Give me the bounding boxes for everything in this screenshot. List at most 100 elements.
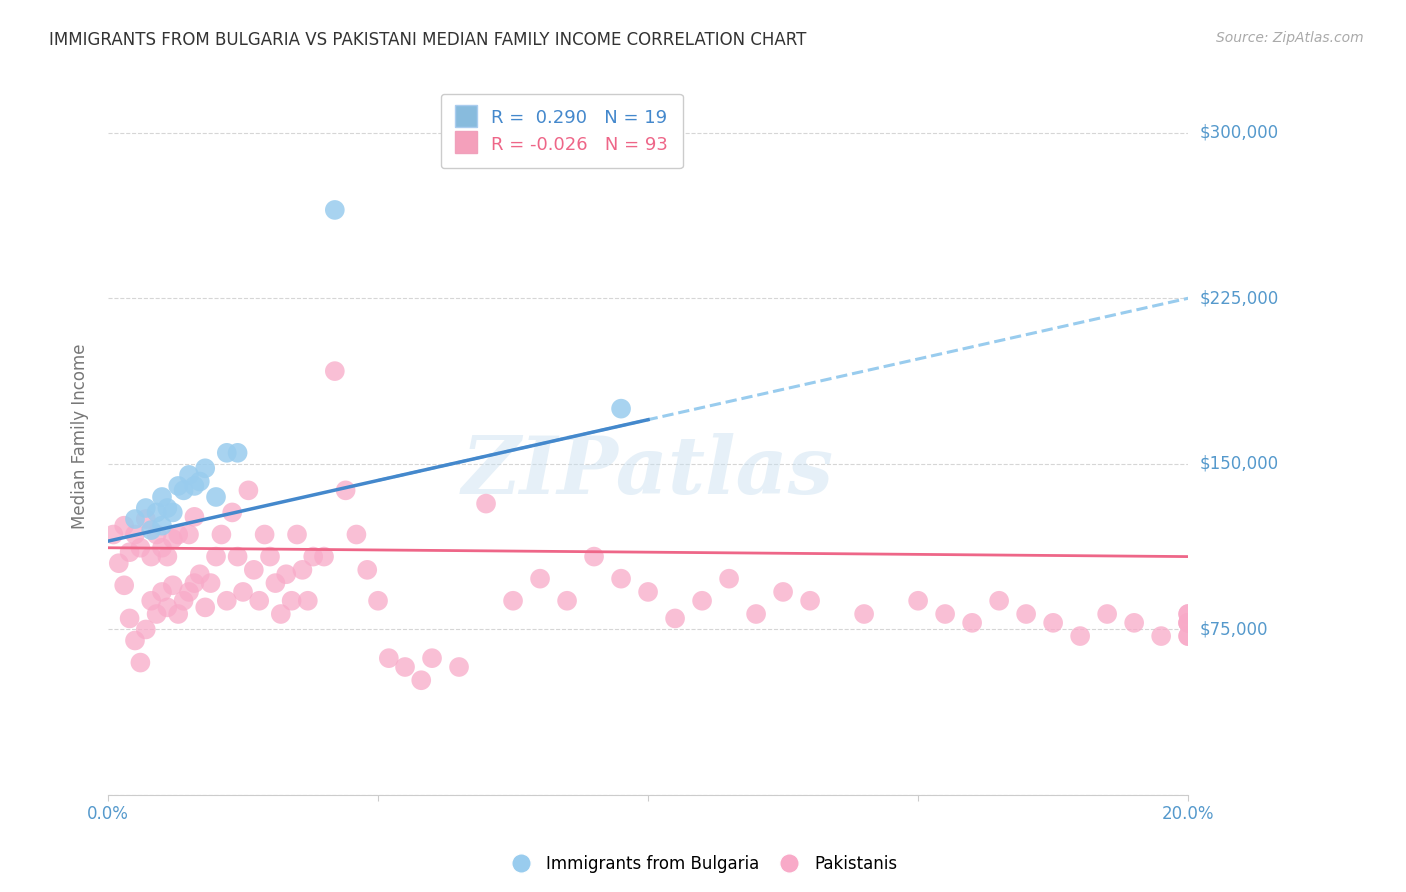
Point (162, 532, 184, 546)
Point (529, 572, 551, 586)
Point (177, 527, 200, 541)
Point (1177, 629, 1199, 643)
Point (1150, 629, 1173, 643)
Point (988, 593, 1011, 607)
Point (285, 527, 308, 541)
Point (291, 563, 314, 577)
Point (177, 585, 200, 599)
Point (188, 567, 211, 582)
Point (583, 549, 606, 564)
Point (1177, 607, 1199, 621)
Point (156, 501, 179, 516)
Point (312, 549, 335, 564)
Point (135, 512, 157, 526)
Point (107, 556, 129, 570)
Point (356, 563, 378, 577)
Point (226, 446, 249, 460)
Point (718, 572, 741, 586)
Point (302, 549, 325, 564)
Text: IMMIGRANTS FROM BULGARIA VS PAKISTANI MEDIAN FAMILY INCOME CORRELATION CHART: IMMIGRANTS FROM BULGARIA VS PAKISTANI ME… (49, 31, 807, 49)
Point (205, 490, 228, 504)
Point (1095, 607, 1118, 621)
Point (194, 600, 217, 615)
Point (177, 467, 200, 482)
Legend: Immigrants from Bulgaria, Pakistanis: Immigrants from Bulgaria, Pakistanis (502, 848, 904, 880)
Point (447, 660, 470, 674)
Point (335, 483, 357, 498)
Point (238, 483, 260, 498)
Point (264, 576, 287, 591)
Point (112, 518, 135, 533)
Point (112, 578, 135, 592)
Point (215, 446, 238, 460)
Point (411, 673, 433, 688)
Point (118, 611, 141, 625)
Point (205, 549, 228, 564)
Point (1069, 629, 1091, 643)
Point (394, 660, 416, 674)
Point (297, 593, 319, 607)
Point (150, 585, 173, 599)
Point (1177, 615, 1199, 630)
Text: $225,000: $225,000 (1199, 289, 1278, 307)
Point (150, 490, 173, 504)
Point (502, 593, 524, 607)
Point (475, 497, 498, 511)
Point (162, 505, 184, 519)
Point (129, 541, 152, 555)
Legend: R =  0.290   N = 19, R = -0.026   N = 93: R = 0.290 N = 19, R = -0.026 N = 93 (440, 94, 682, 169)
Point (150, 518, 173, 533)
Point (141, 523, 163, 537)
Point (200, 576, 222, 591)
Text: $150,000: $150,000 (1199, 455, 1278, 473)
Point (135, 501, 157, 516)
Point (145, 505, 167, 519)
Point (378, 651, 401, 665)
Point (799, 593, 821, 607)
Point (156, 600, 179, 615)
Point (194, 461, 217, 475)
Point (270, 607, 292, 621)
Point (124, 527, 146, 541)
Point (124, 512, 146, 526)
Point (772, 585, 794, 599)
Point (420, 651, 443, 665)
Point (960, 615, 983, 630)
Point (141, 593, 163, 607)
Point (610, 572, 633, 586)
Point (1042, 615, 1064, 630)
Point (1177, 607, 1199, 621)
Point (188, 475, 211, 489)
Point (1177, 615, 1199, 630)
Text: $300,000: $300,000 (1199, 124, 1278, 142)
Point (226, 549, 249, 564)
Text: Source: ZipAtlas.com: Source: ZipAtlas.com (1216, 31, 1364, 45)
Point (173, 593, 195, 607)
Point (209, 527, 232, 541)
Point (323, 202, 346, 217)
Point (124, 633, 146, 648)
Point (135, 623, 157, 637)
Point (156, 549, 179, 564)
Point (183, 479, 205, 493)
Point (346, 527, 368, 541)
Point (853, 607, 876, 621)
Point (162, 578, 184, 592)
Point (221, 505, 243, 519)
Point (253, 527, 276, 541)
Point (664, 611, 686, 625)
Text: ZIPatlas: ZIPatlas (463, 434, 834, 511)
Point (1177, 629, 1199, 643)
Point (367, 593, 389, 607)
Point (1015, 607, 1038, 621)
Point (907, 593, 929, 607)
Point (280, 593, 302, 607)
Point (1123, 615, 1146, 630)
Point (103, 527, 125, 541)
Y-axis label: Median Family Income: Median Family Income (72, 343, 89, 529)
Point (243, 563, 266, 577)
Point (555, 593, 578, 607)
Point (934, 607, 956, 621)
Point (145, 527, 167, 541)
Point (745, 607, 768, 621)
